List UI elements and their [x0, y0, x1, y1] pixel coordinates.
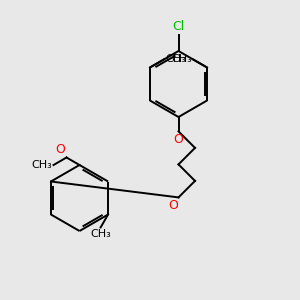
Text: CH₃: CH₃	[32, 160, 52, 170]
Text: CH₃: CH₃	[165, 54, 186, 64]
Text: Cl: Cl	[172, 20, 184, 33]
Text: O: O	[174, 133, 183, 146]
Text: O: O	[168, 199, 178, 212]
Text: CH₃: CH₃	[171, 54, 192, 64]
Text: CH₃: CH₃	[90, 229, 111, 239]
Text: O: O	[56, 143, 65, 156]
